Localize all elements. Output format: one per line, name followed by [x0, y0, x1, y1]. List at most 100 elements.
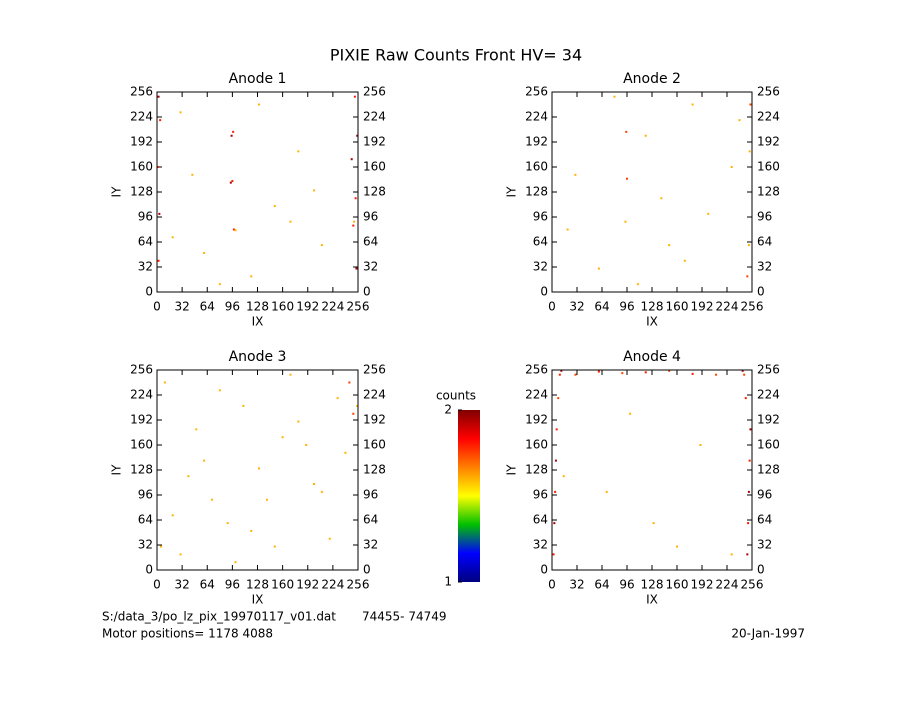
y-tick-label: 64 [138, 235, 153, 249]
y2-tick-label: 160 [363, 160, 386, 174]
count-pixel [218, 283, 221, 286]
y-tick-label: 224 [525, 110, 548, 124]
count-pixel [621, 372, 624, 375]
y-tick-label: 64 [533, 235, 548, 249]
x-tick-label: 32 [569, 300, 584, 314]
count-pixel [354, 197, 357, 200]
y-tick-label: 256 [525, 363, 548, 377]
count-pixel [558, 373, 561, 376]
x-tick-label: 64 [594, 300, 609, 314]
y-tick-label: 0 [145, 563, 153, 577]
count-pixel [179, 553, 182, 556]
footer-date: 20-Jan-1997 [731, 627, 805, 641]
count-pixel [683, 259, 686, 262]
y2-tick-label: 0 [363, 563, 371, 577]
count-pixel [179, 111, 182, 114]
x-tick-label: 96 [619, 578, 634, 592]
count-pixel [597, 370, 600, 373]
y-tick-label: 32 [533, 260, 548, 274]
x-tick-label: 224 [716, 300, 739, 314]
y2-tick-label: 64 [757, 513, 772, 527]
count-pixel [218, 389, 221, 392]
count-pixel [230, 134, 233, 137]
x-tick-label: 96 [225, 300, 240, 314]
count-pixel [676, 545, 678, 548]
count-pixel [265, 498, 268, 501]
count-pixel [749, 103, 752, 106]
x-tick-label: 64 [200, 578, 215, 592]
y-tick-label: 192 [130, 413, 153, 427]
y-tick-label: 128 [130, 185, 153, 199]
y-tick-label: 224 [525, 388, 548, 402]
count-pixel [163, 381, 166, 384]
y2-tick-label: 0 [363, 285, 371, 299]
count-pixel [660, 197, 663, 200]
count-pixel [748, 459, 751, 462]
x-tick-label: 160 [666, 578, 689, 592]
count-pixel [250, 275, 253, 278]
y2-tick-label: 128 [363, 463, 386, 477]
y2-tick-label: 192 [757, 135, 780, 149]
x-tick-label: 64 [594, 578, 609, 592]
x-axis-label: IX [646, 315, 658, 329]
x-tick-label: 192 [691, 578, 714, 592]
panel-title: Anode 3 [229, 349, 287, 365]
count-pixel [195, 428, 198, 431]
y-tick-label: 160 [130, 438, 153, 452]
y-tick-label: 256 [525, 85, 548, 99]
y2-tick-label: 0 [757, 563, 765, 577]
count-pixel [289, 220, 292, 223]
count-pixel [730, 166, 733, 168]
count-pixel [320, 490, 323, 493]
count-pixel [748, 150, 751, 153]
y-tick-label: 192 [525, 413, 548, 427]
y-tick-label: 256 [130, 85, 153, 99]
count-pixel [746, 553, 749, 556]
panel-title: Anode 2 [623, 71, 681, 87]
y2-tick-label: 224 [757, 388, 780, 402]
count-pixel [555, 428, 558, 431]
x-tick-label: 128 [246, 300, 269, 314]
y-axis-label: IY [110, 464, 124, 476]
y-tick-label: 224 [130, 388, 153, 402]
y2-tick-label: 192 [757, 413, 780, 427]
count-pixel [232, 130, 235, 133]
count-pixel [313, 189, 316, 192]
count-pixel [273, 205, 276, 208]
panel-title: Anode 4 [623, 349, 681, 365]
y-tick-label: 0 [540, 563, 548, 577]
count-pixel [281, 436, 284, 439]
plot-frame [551, 91, 753, 293]
count-pixel [203, 251, 206, 254]
y2-tick-label: 192 [363, 413, 386, 427]
y-tick-label: 192 [130, 135, 153, 149]
count-pixel [553, 522, 556, 525]
count-pixel [352, 224, 355, 227]
count-pixel [747, 490, 750, 493]
x-tick-label: 160 [666, 300, 689, 314]
count-pixel [597, 267, 600, 270]
count-pixel [258, 103, 261, 106]
y-tick-label: 160 [525, 160, 548, 174]
count-pixel [158, 212, 161, 215]
y-tick-label: 0 [145, 285, 153, 299]
y-tick-label: 32 [533, 538, 548, 552]
count-pixel [352, 412, 355, 415]
y-tick-label: 96 [533, 488, 548, 502]
count-pixel [313, 483, 316, 486]
y-tick-label: 32 [138, 260, 153, 274]
y-tick-label: 256 [130, 363, 153, 377]
x-tick-label: 96 [225, 578, 240, 592]
y2-tick-label: 160 [363, 438, 386, 452]
count-pixel [297, 420, 300, 423]
count-pixel [668, 244, 671, 247]
count-pixel [320, 244, 323, 247]
x-tick-label: 224 [321, 578, 344, 592]
page-title: PIXIE Raw Counts Front HV= 34 [330, 46, 582, 65]
y2-tick-label: 128 [757, 185, 780, 199]
y2-tick-label: 192 [363, 135, 386, 149]
y-tick-label: 64 [533, 513, 548, 527]
count-pixel [566, 228, 569, 231]
x-tick-label: 256 [347, 578, 370, 592]
